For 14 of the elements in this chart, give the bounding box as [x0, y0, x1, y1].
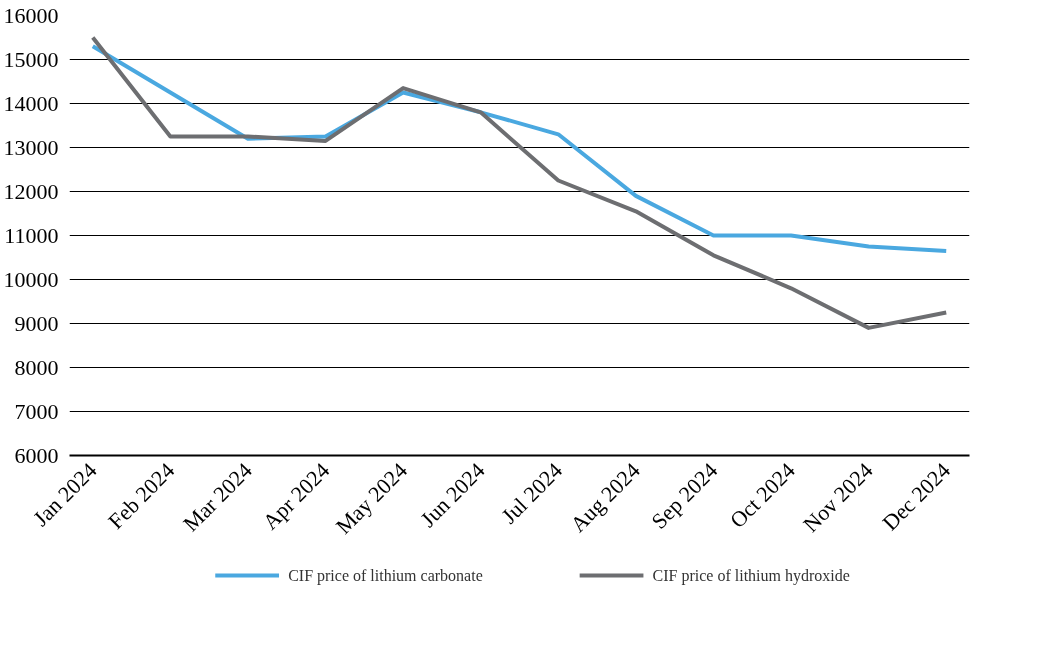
y-tick-label: 6000 [14, 442, 59, 468]
y-tick-label: 14000 [3, 90, 59, 116]
y-tick-label: 7000 [14, 398, 59, 424]
y-tick-label: 9000 [14, 310, 59, 336]
y-tick-label: 13000 [3, 134, 59, 160]
y-tick-label: 16000 [3, 2, 59, 28]
y-tick-label: 11000 [4, 222, 59, 248]
line-series [90, 35, 949, 330]
y-tick-label: 12000 [3, 178, 59, 204]
legend-label: CIF price of lithium hydroxide [652, 567, 850, 585]
legend-label: CIF price of lithium carbonate [288, 567, 483, 585]
y-tick-label: 15000 [3, 46, 59, 72]
y-tick-label: 8000 [14, 354, 59, 380]
y-tick-label: 10000 [3, 266, 59, 292]
